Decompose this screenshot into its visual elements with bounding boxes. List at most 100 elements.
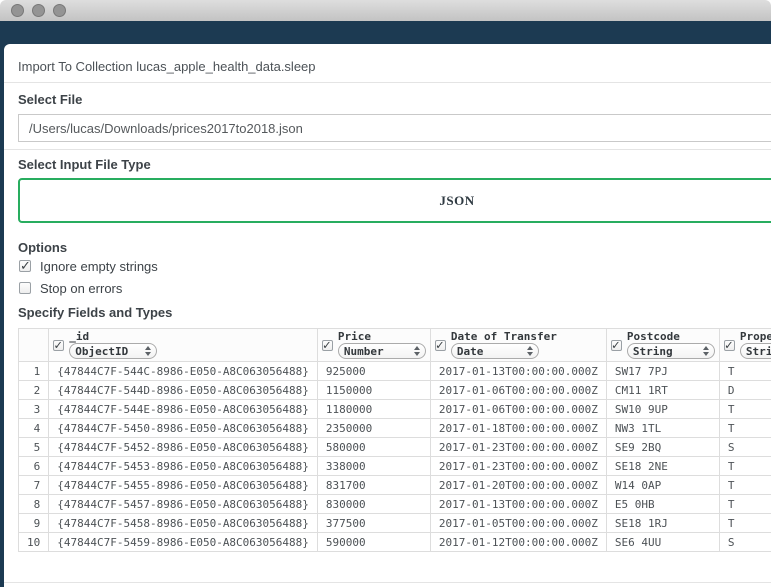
table-row: 9 {47844C7F-5458-8986-E050-A8C063056488} 3… (17, 513, 771, 533)
row-number-cell: 6 (17, 456, 50, 476)
table-cell: 2017-01-05T00:00:00.000Z (429, 513, 607, 533)
macos-titlebar (0, 0, 771, 21)
table-cell: 338000 (316, 456, 431, 476)
select-file-section: Select File /Users/lucas/Downloads/price… (18, 92, 771, 149)
column-header-Property Type: Property TypeString (718, 328, 771, 362)
column-include-checkbox[interactable] (723, 338, 735, 353)
table-cell: 2017-01-13T00:00:00.000Z (429, 494, 607, 514)
select-stepper-icon (526, 346, 533, 356)
column-name: Date of Transfer (450, 330, 557, 343)
table-row: 2 {47844C7F-544D-8986-E050-A8C063056488} 1… (17, 380, 771, 400)
select-stepper-icon (413, 346, 420, 356)
close-window-button[interactable] (11, 4, 24, 17)
column-include-checkbox[interactable] (610, 338, 622, 353)
table-cell: 2017-01-13T00:00:00.000Z (429, 361, 607, 381)
divider (4, 149, 771, 150)
table-cell: {47844C7F-5455-8986-E050-A8C063056488} (48, 475, 318, 495)
column-type-select[interactable]: String (626, 343, 715, 359)
table-cell: {47844C7F-5450-8986-E050-A8C063056488} (48, 418, 318, 438)
table-cell: 1150000 (316, 380, 431, 400)
stop-on-errors-checkbox[interactable] (19, 282, 31, 294)
table-cell: 2017-01-23T00:00:00.000Z (429, 437, 607, 457)
table-cell: 590000 (316, 532, 431, 552)
row-number-cell: 9 (17, 513, 50, 533)
zoom-window-button[interactable] (53, 4, 66, 17)
table-cell: 830000 (316, 494, 431, 514)
fields-heading: Specify Fields and Types (18, 305, 173, 320)
row-number-cell: 10 (17, 532, 50, 552)
table-cell: T (718, 399, 771, 419)
table-cell: 831700 (316, 475, 431, 495)
table-row: 7 {47844C7F-5455-8986-E050-A8C063056488} 8… (17, 475, 771, 495)
file-path-value: /Users/lucas/Downloads/prices2017to2018.… (29, 120, 303, 136)
column-include-checkbox[interactable] (53, 338, 65, 353)
table-cell: T (718, 494, 771, 514)
divider (4, 582, 771, 583)
minimize-window-button[interactable] (32, 4, 45, 17)
table-cell: 2017-01-06T00:00:00.000Z (429, 380, 607, 400)
row-number-cell: 3 (17, 399, 50, 419)
column-include-checkbox[interactable] (434, 338, 446, 353)
table-cell: SW10 9UP (605, 399, 720, 419)
ignore-empty-strings-option: Ignore empty strings (19, 255, 771, 277)
column-include-checkbox[interactable] (321, 338, 333, 353)
column-name: Postcode (626, 330, 680, 343)
table-cell: SW17 7PJ (605, 361, 720, 381)
table-cell: {47844C7F-5453-8986-E050-A8C063056488} (48, 456, 318, 476)
table-cell: E5 0HB (605, 494, 720, 514)
table-cell: T (718, 475, 771, 495)
column-type-select[interactable]: String (739, 343, 771, 359)
table-cell: {47844C7F-544C-8986-E050-A8C063056488} (48, 361, 318, 381)
column-type-select[interactable]: Date (450, 343, 539, 359)
table-cell: SE9 2BQ (605, 437, 720, 457)
fields-preview-table: _idObjectIDPriceNumberDate of TransferDa… (17, 328, 771, 552)
table-cell: SE18 1RJ (605, 513, 720, 533)
table-cell: CM11 1RT (605, 380, 720, 400)
table-cell: {47844C7F-5459-8986-E050-A8C063056488} (48, 532, 318, 552)
column-type-value: String (745, 344, 771, 358)
table-cell: W14 0AP (605, 475, 720, 495)
table-cell: 925000 (316, 361, 431, 381)
column-type-value: Number (343, 344, 384, 358)
table-cell: 580000 (316, 437, 431, 457)
fields-section: Specify Fields and Types _idObjectIDPric… (17, 305, 771, 552)
column-header-Date of Transfer: Date of TransferDate (429, 328, 607, 362)
column-name: Property Type (739, 330, 771, 343)
table-row: 4 {47844C7F-5450-8986-E050-A8C063056488} 2… (17, 418, 771, 438)
stop-on-errors-label: Stop on errors (40, 280, 123, 296)
ignore-empty-strings-checkbox[interactable] (19, 258, 31, 274)
row-number-cell: 1 (17, 361, 50, 381)
row-number-cell: 8 (17, 494, 50, 514)
table-cell: {47844C7F-5457-8986-E050-A8C063056488} (48, 494, 318, 514)
row-number-cell: 2 (17, 380, 50, 400)
table-cell: S (718, 437, 771, 457)
file-path-input[interactable]: /Users/lucas/Downloads/prices2017to2018.… (18, 114, 771, 142)
compass-backdrop: Import To Collection lucas_apple_health_… (0, 21, 771, 587)
column-type-value: Date (456, 344, 484, 358)
table-cell: {47844C7F-5458-8986-E050-A8C063056488} (48, 513, 318, 533)
column-name: Price (337, 330, 372, 343)
table-cell: S (718, 532, 771, 552)
table-cell: 2017-01-06T00:00:00.000Z (429, 399, 607, 419)
column-type-select[interactable]: Number (337, 343, 426, 359)
table-cell: 1180000 (316, 399, 431, 419)
file-type-section: Select Input File Type JSON (18, 157, 771, 223)
json-button-label: JSON (439, 192, 475, 208)
import-dialog: Import To Collection lucas_apple_health_… (4, 44, 771, 587)
divider (4, 82, 771, 83)
table-cell: T (718, 456, 771, 476)
column-type-value: ObjectID (75, 344, 129, 358)
table-cell: 2017-01-23T00:00:00.000Z (429, 456, 607, 476)
options-section: Options Ignore empty strings Stop on err… (18, 240, 771, 299)
select-stepper-icon (702, 346, 709, 356)
file-type-json-button[interactable]: JSON (18, 178, 771, 223)
column-type-select[interactable]: ObjectID (69, 343, 158, 359)
table-row: 3 {47844C7F-544E-8986-E050-A8C063056488} 1… (17, 399, 771, 419)
table-cell: 2017-01-12T00:00:00.000Z (429, 532, 607, 552)
column-name: _id (69, 330, 90, 343)
table-cell: T (718, 361, 771, 381)
